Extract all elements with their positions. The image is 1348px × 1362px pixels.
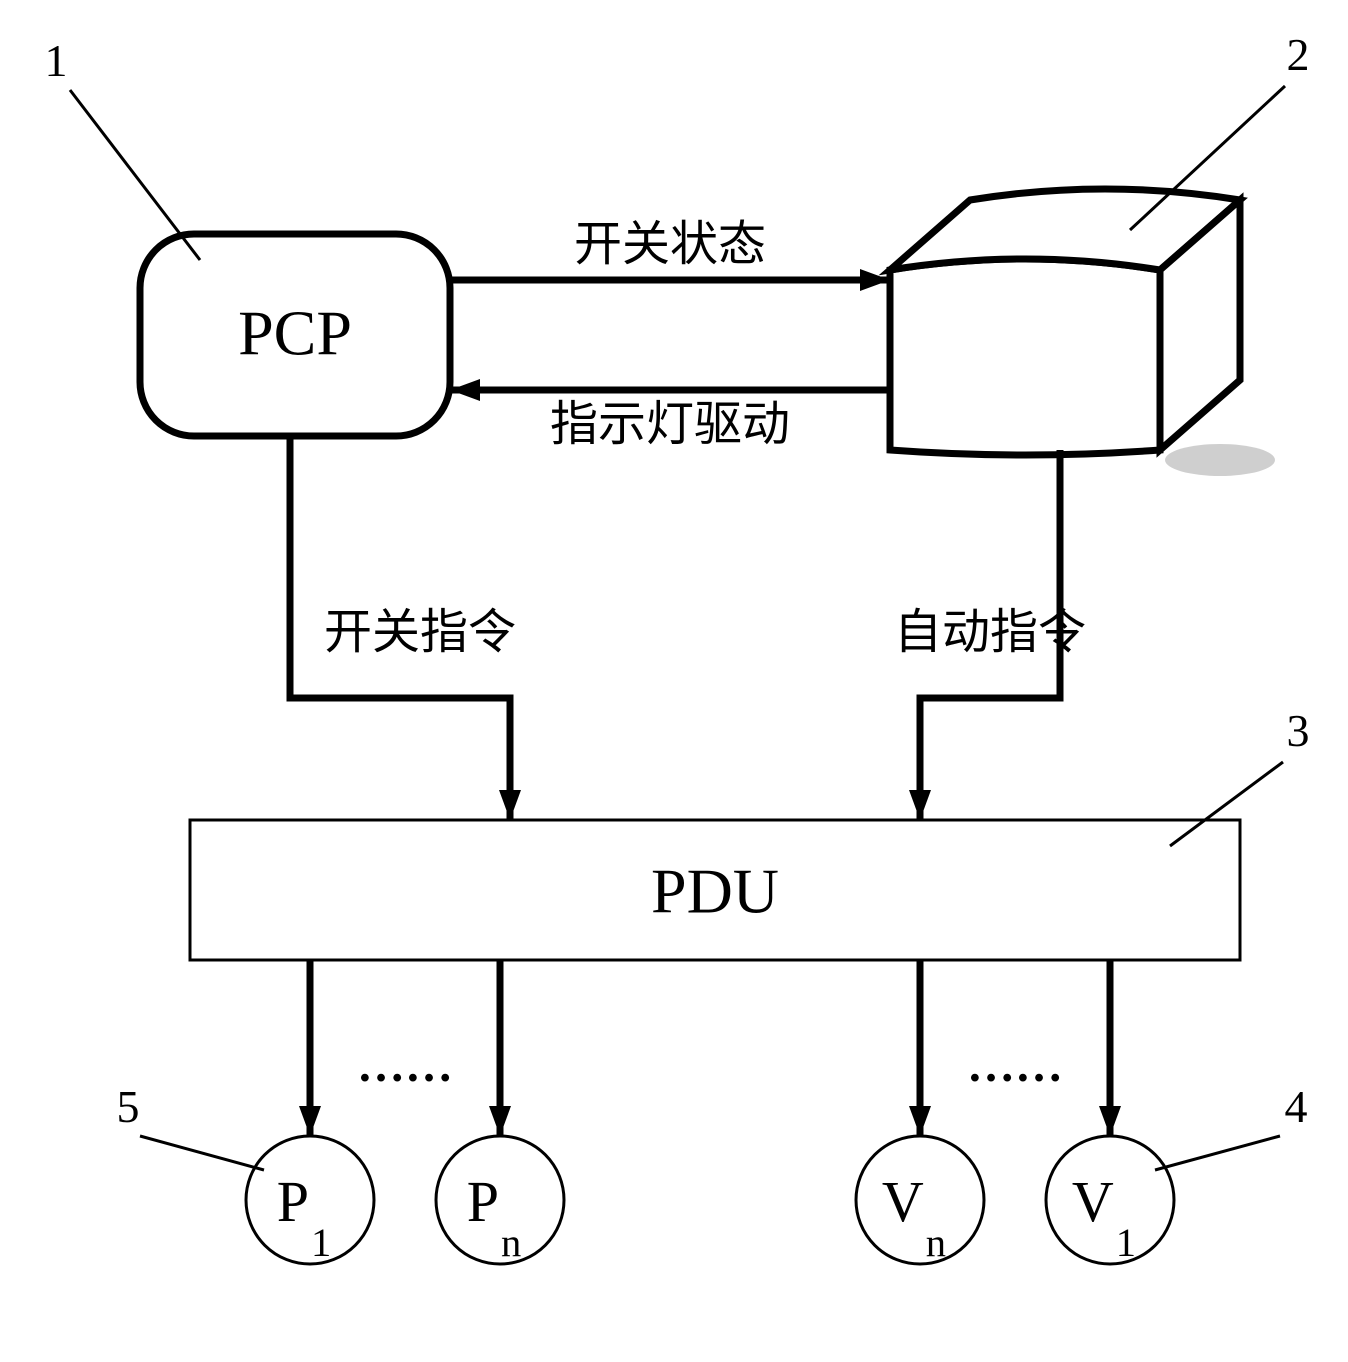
callout-line-c5 [140, 1136, 264, 1170]
dots_left: …… [357, 1039, 453, 1092]
edge-label-pcp_to_box_top: 开关状态 [574, 218, 766, 271]
dots_right: …… [967, 1039, 1063, 1092]
callout-num-c3: 3 [1287, 705, 1310, 756]
callout-line-c4 [1155, 1136, 1280, 1170]
pcp-label: PCP [238, 298, 352, 369]
callout-line-c1 [70, 90, 200, 260]
box-shadow [1165, 444, 1275, 476]
callout-num-c5: 5 [117, 1081, 140, 1132]
callout-num-c4: 4 [1285, 1081, 1308, 1132]
edge-label-pcp_to_pdu: 开关指令 [324, 606, 516, 659]
edge-label-box_to_pcp_bot: 指示灯驱动 [550, 398, 790, 451]
callout-line-c3 [1170, 762, 1283, 846]
box-front [890, 259, 1160, 455]
callout-num-c1: 1 [45, 35, 68, 86]
callout-num-c2: 2 [1287, 29, 1310, 80]
edge-label-box_to_pdu: 自动指令 [894, 606, 1086, 659]
pdu-label: PDU [651, 856, 779, 927]
